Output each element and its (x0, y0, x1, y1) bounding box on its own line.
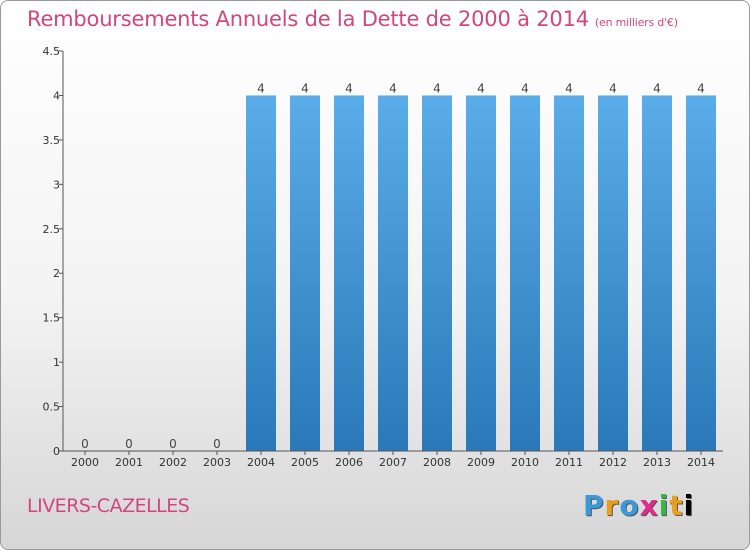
x-tick-label: 2005 (291, 456, 319, 469)
bar (334, 95, 364, 451)
bar (686, 95, 716, 451)
data-label: 4 (697, 81, 705, 95)
proxiti-logo[interactable]: Proxiti (583, 489, 694, 522)
y-tick-label: 4 (53, 89, 60, 102)
data-label: 4 (477, 81, 485, 95)
x-tick-label: 2010 (511, 456, 539, 469)
data-label: 4 (389, 81, 397, 95)
y-tick-label: 3.5 (43, 134, 61, 147)
bar (246, 95, 276, 451)
data-label: 0 (125, 437, 133, 451)
axes-group: 2000 2001 2002 2003 2004 2005 2006 2007 2008 2009… (43, 45, 723, 469)
y-tick-label: 1 (53, 356, 60, 369)
logo-letter: r (604, 489, 620, 522)
x-tick-label: 2006 (335, 456, 363, 469)
bar (378, 95, 408, 451)
y-tick-label: 3 (53, 178, 60, 191)
y-tick-label: 2 (53, 267, 60, 280)
y-tick-label: 4.5 (43, 45, 61, 58)
y-tick-label: 0.5 (43, 401, 61, 414)
logo-letter: o (619, 489, 640, 522)
data-label: 0 (213, 437, 221, 451)
data-label: 4 (653, 81, 661, 95)
x-tick-label: 2009 (467, 456, 495, 469)
bar (598, 95, 628, 451)
data-label: 4 (565, 81, 573, 95)
x-tick-label: 2003 (203, 456, 231, 469)
data-label: 4 (301, 81, 309, 95)
data-label: 4 (521, 81, 529, 95)
bar (466, 95, 496, 451)
x-tick-label: 2002 (159, 456, 187, 469)
data-label: 0 (169, 437, 177, 451)
logo-letter: i (683, 489, 695, 522)
chart-title: Remboursements Annuels de la Dette de 20… (27, 7, 678, 31)
bars-group: 0 0 0 0 4 4 4 4 4 4 4 4 4 4 4 (81, 81, 716, 451)
x-tick-label: 2000 (71, 456, 99, 469)
y-tick-label: 0 (53, 445, 60, 458)
bar (290, 95, 320, 451)
logo-letter: t (669, 489, 684, 522)
data-label: 0 (81, 437, 89, 451)
x-tick-label: 2001 (115, 456, 143, 469)
x-tick-label: 2014 (687, 456, 715, 469)
commune-name: LIVERS-CAZELLES (27, 495, 190, 517)
x-tick-label: 2008 (423, 456, 451, 469)
y-tick-label: 1.5 (43, 312, 61, 325)
bar (422, 95, 452, 451)
data-label: 4 (345, 81, 353, 95)
x-tick-label: 2013 (643, 456, 671, 469)
x-tick-label: 2004 (247, 456, 275, 469)
x-tick-label: 2011 (555, 456, 583, 469)
bar (642, 95, 672, 451)
logo-letter: x (639, 489, 659, 522)
title-text: Remboursements Annuels de la Dette de 20… (27, 7, 589, 31)
logo-letter: i (658, 489, 670, 522)
unit-label: (en milliers d'€) (594, 16, 678, 29)
bar (554, 95, 584, 451)
x-tick-label: 2012 (599, 456, 627, 469)
x-tick-label: 2007 (379, 456, 407, 469)
data-label: 4 (257, 81, 265, 95)
logo-letter: P (583, 489, 605, 522)
y-tick-label: 2.5 (43, 223, 61, 236)
bar (510, 95, 540, 451)
data-label: 4 (609, 81, 617, 95)
data-label: 4 (433, 81, 441, 95)
